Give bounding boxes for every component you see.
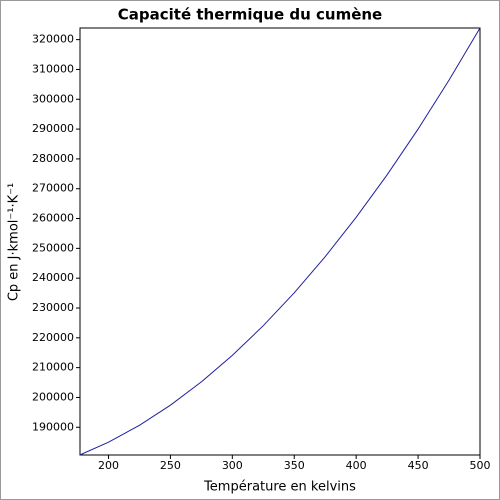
x-tick-label: 450 [408, 459, 429, 472]
x-axis-label: Température en kelvins [203, 480, 356, 495]
x-tick-label: 350 [284, 459, 305, 472]
data-line [79, 27, 481, 456]
y-tick-label: 250000 [32, 241, 74, 254]
x-tick-label: 400 [346, 459, 367, 472]
y-tick-label: 270000 [32, 182, 74, 195]
y-tick-label: 260000 [32, 212, 74, 225]
y-tick-label: 280000 [32, 152, 74, 165]
chart-title: Capacité thermique du cumène [118, 6, 382, 24]
y-tick-label: 200000 [32, 390, 74, 403]
y-tick-label: 310000 [32, 62, 74, 75]
y-tick-label: 300000 [32, 92, 74, 105]
y-tick-label: 210000 [32, 361, 74, 374]
x-tick-label: 500 [470, 459, 491, 472]
x-tick-label: 250 [160, 459, 181, 472]
x-tick-label: 300 [222, 459, 243, 472]
plot-area [79, 27, 481, 456]
x-tick-label: 200 [98, 459, 119, 472]
y-tick-label: 290000 [32, 122, 74, 135]
y-tick-label: 220000 [32, 331, 74, 344]
y-axis-label: Cp en J·kmol⁻¹·K⁻¹ [7, 183, 22, 301]
y-tick-label: 190000 [32, 420, 74, 433]
y-tick-label: 230000 [32, 301, 74, 314]
y-tick-label: 240000 [32, 271, 74, 284]
y-tick-label: 320000 [32, 33, 74, 46]
